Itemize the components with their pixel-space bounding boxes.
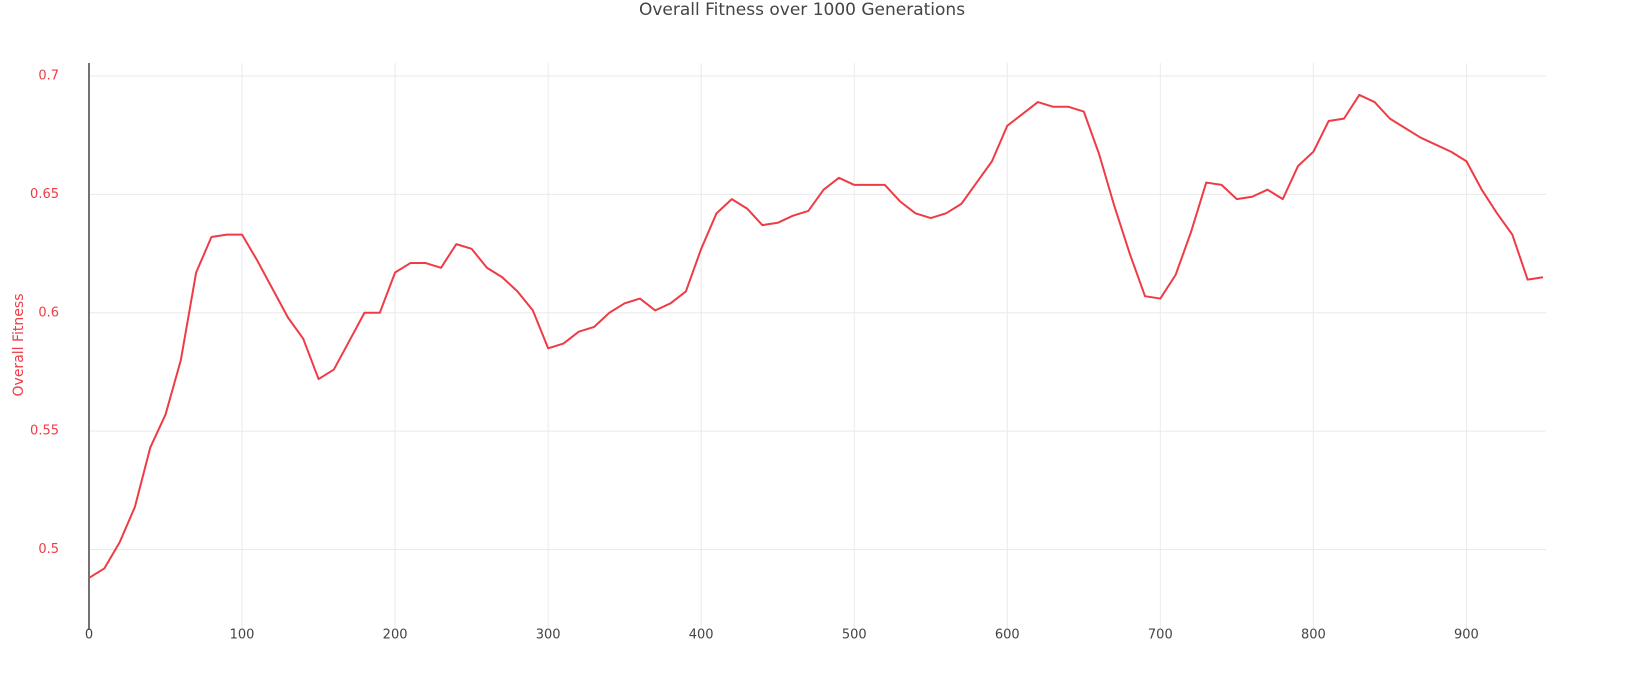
x-tick-label: 900 — [1454, 628, 1479, 643]
y-tick-label: 0.7 — [38, 69, 59, 84]
x-tick-label: 200 — [383, 628, 408, 643]
x-tick-label: 500 — [842, 628, 867, 643]
chart-title: Overall Fitness over 1000 Generations — [639, 0, 965, 20]
y-tick-label: 0.5 — [38, 542, 59, 557]
data-line — [88, 93, 1544, 579]
y-tick-label: 0.6 — [38, 305, 59, 320]
x-tick-label: 600 — [995, 628, 1020, 643]
x-tick-label: 700 — [1148, 628, 1173, 643]
y-tick-label: 0.65 — [30, 187, 59, 202]
x-tick-label: 0 — [85, 628, 93, 643]
x-tick-label: 100 — [230, 628, 255, 643]
x-tick-label: 800 — [1301, 628, 1326, 643]
y-tick-label: 0.55 — [30, 424, 59, 439]
y-axis-title: Overall Fitness — [11, 294, 27, 397]
x-tick-label: 400 — [689, 628, 714, 643]
x-tick-label: 300 — [536, 628, 561, 643]
